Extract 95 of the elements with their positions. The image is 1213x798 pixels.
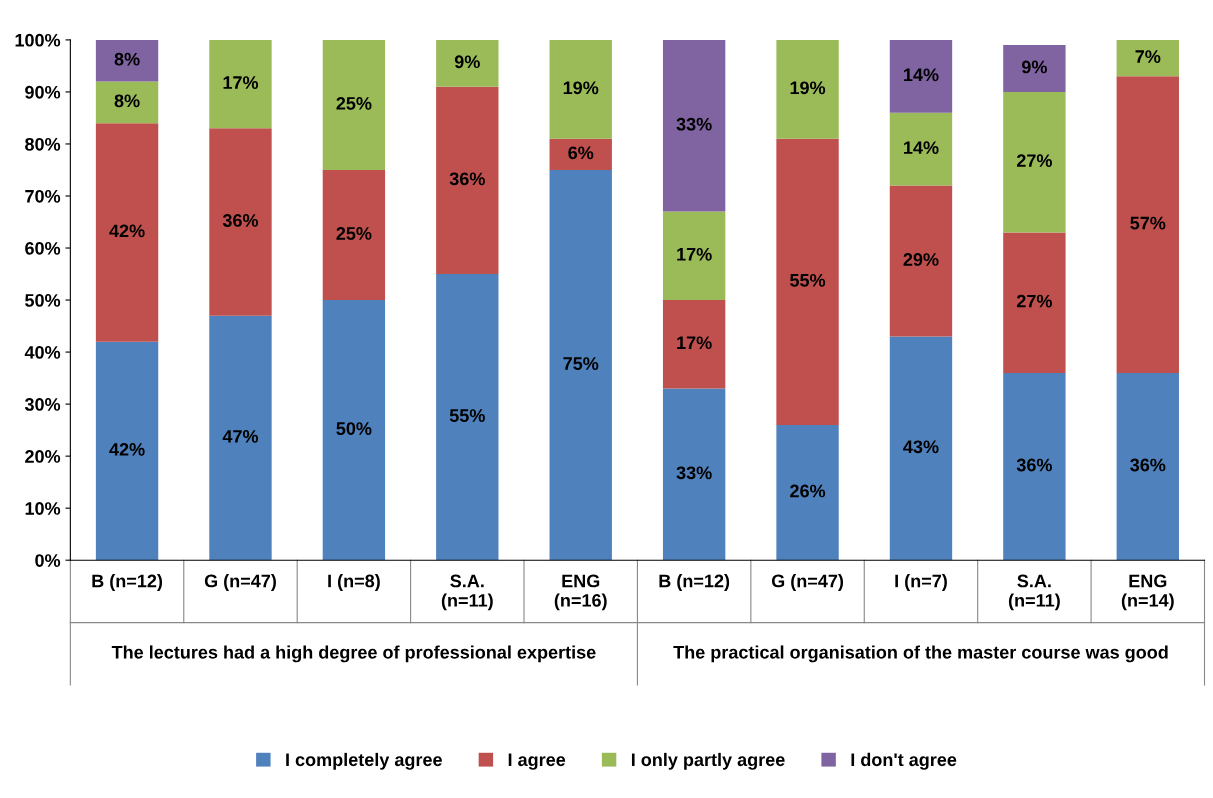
bar xyxy=(322,169,386,301)
bar xyxy=(436,274,499,561)
y-tick-label: 60% xyxy=(25,241,61,255)
data-label: 14% xyxy=(904,141,939,154)
bar xyxy=(209,39,272,129)
data-label: 47% xyxy=(222,430,259,443)
bar xyxy=(1003,232,1066,373)
bar xyxy=(95,81,159,124)
x-tick-label: B (n=12) xyxy=(92,574,163,591)
x-tick-label: G (n=47) xyxy=(771,574,844,591)
data-label: 42% xyxy=(109,224,145,238)
bar xyxy=(662,388,726,561)
x-tick-label: G (n=47) xyxy=(204,574,276,591)
x-tick-label: I (n=7) xyxy=(895,574,947,591)
bar xyxy=(889,112,953,186)
x-tick-label: ENG (n=14) xyxy=(1121,574,1174,611)
data-label: 75% xyxy=(563,357,599,370)
data-label: 50% xyxy=(336,422,372,435)
data-label: 8% xyxy=(114,52,140,66)
data-label: 43% xyxy=(903,440,939,454)
data-label: 25% xyxy=(336,227,372,240)
x-tick-label: I (n=8) xyxy=(328,574,380,591)
data-label: 36% xyxy=(1016,458,1052,472)
bar xyxy=(662,211,726,301)
legend-label: I only partly agree xyxy=(631,752,785,770)
data-label: 55% xyxy=(449,409,485,422)
bar xyxy=(209,315,272,561)
y-tick-label: 40% xyxy=(24,346,61,359)
bar xyxy=(95,39,159,82)
y-tick-label: 20% xyxy=(25,450,61,463)
legend-label: I don't agree xyxy=(851,752,957,770)
x-tick-label: S.A. (n=11) xyxy=(1008,574,1060,611)
data-label: 33% xyxy=(676,466,712,480)
bar xyxy=(549,39,612,139)
data-label: 55% xyxy=(790,273,826,287)
data-label: 6% xyxy=(568,146,594,160)
y-tick-label: 90% xyxy=(25,85,61,99)
bar xyxy=(1003,91,1066,233)
y-tick-label: 30% xyxy=(24,398,61,411)
data-label: 57% xyxy=(1130,216,1166,230)
data-label: 25% xyxy=(336,97,372,110)
data-label: 36% xyxy=(222,214,259,227)
y-tick-label: 50% xyxy=(25,293,61,307)
data-label: 8% xyxy=(114,94,140,108)
data-label: 19% xyxy=(563,81,599,95)
bar xyxy=(95,341,159,561)
bar xyxy=(436,39,499,87)
data-label: 17% xyxy=(677,336,712,350)
bar xyxy=(889,39,953,113)
data-label: 17% xyxy=(223,76,259,89)
bar xyxy=(1003,372,1066,561)
bar xyxy=(1003,45,1066,92)
data-label: 27% xyxy=(1016,154,1052,167)
bar xyxy=(322,300,386,561)
y-tick-label: 80% xyxy=(25,137,61,151)
bar xyxy=(1116,76,1179,373)
data-label: 9% xyxy=(1021,60,1047,74)
text: The lectures had a high degree of professional expertise xyxy=(111,645,596,663)
data-label: 29% xyxy=(903,253,939,266)
bar xyxy=(1116,39,1179,77)
x-tick-label: S.A. (n=11) xyxy=(441,574,493,611)
bar xyxy=(549,138,612,170)
y-tick-label: 0% xyxy=(35,554,61,567)
bar xyxy=(209,128,272,316)
bar xyxy=(549,169,612,561)
bar xyxy=(776,424,839,561)
data-label: 26% xyxy=(790,484,826,498)
data-label: 36% xyxy=(449,172,485,186)
bar xyxy=(889,336,953,561)
bar xyxy=(662,300,726,389)
y-tick-label: 10% xyxy=(25,502,61,515)
legend-label: I agree xyxy=(508,753,566,770)
data-label: 33% xyxy=(676,117,712,131)
legend-label: I completely agree xyxy=(286,752,442,770)
x-tick-label: B (n=12) xyxy=(659,574,730,591)
data-label: 19% xyxy=(790,81,826,95)
bar xyxy=(776,138,839,425)
bar xyxy=(662,39,726,212)
data-label: 42% xyxy=(109,443,145,456)
bar xyxy=(322,39,386,170)
bar xyxy=(776,39,839,139)
data-label: 27% xyxy=(1016,294,1052,308)
bar xyxy=(889,185,953,337)
data-label: 36% xyxy=(1130,458,1166,472)
data-label: 17% xyxy=(677,247,712,261)
x-tick-label: ENG (n=16) xyxy=(554,574,607,611)
data-label: 7% xyxy=(1135,50,1161,63)
bar xyxy=(1116,372,1179,561)
bar xyxy=(436,86,499,275)
bar xyxy=(95,123,159,342)
data-label: 14% xyxy=(904,68,939,82)
y-tick-label: 70% xyxy=(25,189,61,203)
y-tick-label: 100% xyxy=(15,33,61,47)
text: The practical organisation of the master course was good xyxy=(673,645,1168,663)
data-label: 9% xyxy=(454,55,480,69)
